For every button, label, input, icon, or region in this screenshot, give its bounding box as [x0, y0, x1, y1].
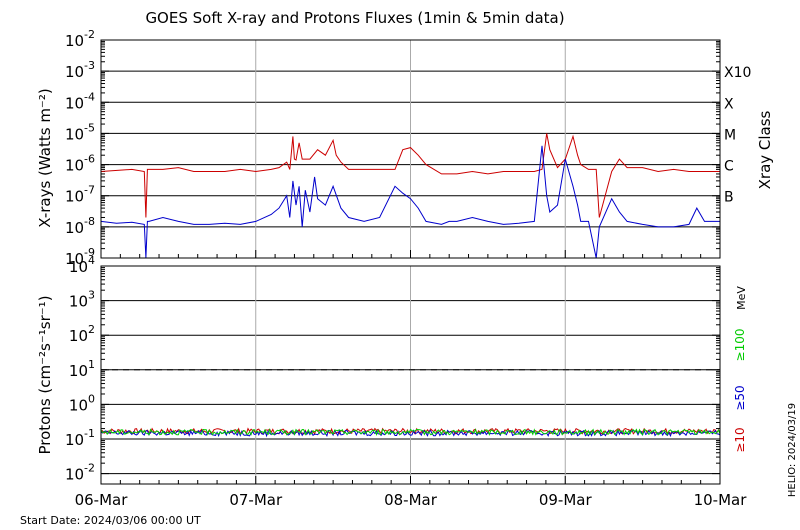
xray-class-label-x10: X10: [724, 65, 751, 81]
proton-energy-label: ≥10: [733, 427, 747, 452]
y-tick-label: 10-8: [65, 215, 95, 237]
side-stamp: HELIO: 2024/03/19: [787, 403, 798, 497]
y-tick-label: 10-9: [65, 246, 95, 268]
y-tick-label: 10-6: [65, 153, 95, 175]
xray-class-axis-label: Xray Class: [756, 110, 774, 189]
chart-title: GOES Soft X-ray and Protons Fluxes (1min…: [145, 9, 564, 27]
xray-y-axis-label: X-rays (Watts m⁻²): [36, 88, 54, 227]
start-date-label: Start Date: 2024/03/06 00:00 UT: [20, 514, 201, 527]
proton-series: [100, 428, 721, 437]
y-tick-label: 10-1: [65, 427, 95, 449]
y-tick-label: 10-4: [65, 90, 95, 112]
proton-unit-label: MeV: [735, 286, 748, 310]
y-tick-label: 10-7: [65, 184, 95, 206]
xray-class-label-m: M: [724, 127, 736, 143]
proton-y-axis-label: Protons (cm⁻²s⁻¹sr⁻¹): [36, 295, 54, 454]
xray-long-series: [100, 133, 720, 218]
y-tick-label: 10-3: [65, 59, 95, 81]
proton-energy-label: ≥50: [733, 385, 747, 410]
proton-energy-label: ≥100: [733, 329, 747, 362]
x-tick-label: 09-Mar: [539, 491, 593, 509]
y-tick-label: 10-2: [65, 28, 95, 50]
x-tick-label: 10-Mar: [694, 491, 748, 509]
y-tick-label: 103: [69, 289, 95, 311]
y-tick-label: 10-2: [65, 462, 95, 484]
y-tick-label: 100: [69, 392, 95, 414]
proton-series: [100, 427, 721, 436]
x-tick-label: 08-Mar: [384, 491, 438, 509]
xray-class-label-b: B: [724, 190, 734, 206]
y-tick-label: 104: [69, 254, 95, 276]
y-tick-label: 10-5: [65, 121, 95, 143]
xray-class-label-x: X: [724, 96, 734, 112]
proton-frame: [100, 265, 721, 485]
x-tick-label: 06-Mar: [75, 491, 129, 509]
proton-panel: 10-2 10-1 100 101 102 103 104 ≥10 ≥50 ≥100 06-Mar 0…: [65, 254, 747, 509]
xray-class-label-c: C: [724, 159, 734, 175]
xray-frame: [100, 39, 721, 259]
x-tick-label: 07-Mar: [229, 491, 283, 509]
proton-series: [100, 429, 721, 438]
y-tick-label: 102: [69, 323, 95, 345]
xray-short-series: [100, 145, 720, 259]
y-tick-label: 101: [69, 358, 95, 380]
